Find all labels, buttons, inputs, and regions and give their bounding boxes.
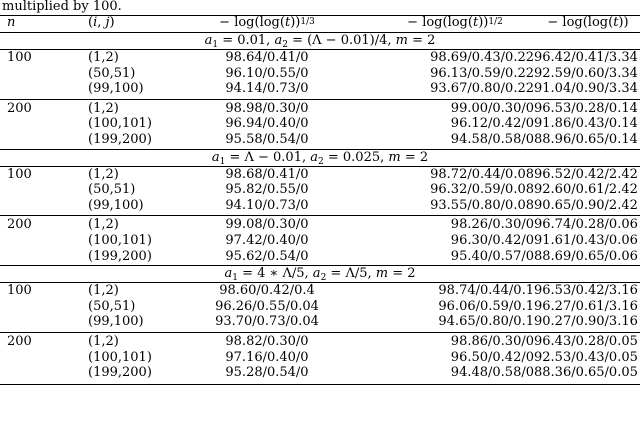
group-caption: a1 = 4 ∗ Λ/5, a2 = Λ/5, m = 2 <box>224 266 416 284</box>
pair-ij: (50,51) <box>88 298 136 314</box>
pair-ij: (100,101) <box>88 116 152 132</box>
header-col-3: − log(log(t)) <box>547 15 629 30</box>
value-col-1: 96.10/0.55/0 <box>225 65 309 81</box>
value-col-1: 98.64/0.41/0 <box>225 50 309 65</box>
group-caption-rule <box>0 49 640 50</box>
value-col-2: 94.65/0.80/0.1 <box>438 314 534 330</box>
pair-ij: (99,100) <box>88 81 144 97</box>
value-col-3: 88.96/0.65/0.14 <box>534 132 638 147</box>
value-col-3: 96.42/0.41/3.34 <box>534 50 638 65</box>
value-col-3: 92.59/0.60/3.34 <box>534 65 638 81</box>
group-caption-rule <box>0 165 640 167</box>
value-col-2: 99.00/0.30/0 <box>450 100 534 116</box>
group-caption: a1 = 0.01, a2 = (Λ − 0.01)/4, m = 2 <box>204 33 436 50</box>
value-col-2: 96.30/0.42/0 <box>450 233 534 248</box>
value-col-3: 96.74/0.28/0.06 <box>534 217 638 233</box>
value-col-1: 98.98/0.30/0 <box>225 100 309 116</box>
sample-size-n: 100 <box>7 166 32 182</box>
value-col-2: 95.40/0.57/0 <box>450 248 534 264</box>
pair-ij: (1,2) <box>88 50 119 65</box>
value-col-1: 94.10/0.73/0 <box>225 197 309 213</box>
pair-ij: (1,2) <box>88 283 119 299</box>
value-col-3: 96.43/0.28/0.05 <box>534 334 638 349</box>
value-col-2: 94.58/0.58/0 <box>450 132 534 147</box>
value-col-3: 90.65/0.90/2.42 <box>534 197 638 213</box>
value-col-3: 96.53/0.42/3.16 <box>534 283 638 299</box>
value-col-2: 96.13/0.59/0.22 <box>430 65 534 81</box>
value-col-1: 97.16/0.40/0 <box>225 349 309 365</box>
value-col-1: 95.82/0.55/0 <box>225 182 309 198</box>
value-col-3: 91.86/0.43/0.14 <box>534 116 638 132</box>
header-bottom-rule <box>0 32 640 33</box>
group-caption: a1 = Λ − 0.01, a2 = 0.025, m = 2 <box>211 149 429 167</box>
value-col-1: 93.70/0.73/0.04 <box>215 314 319 330</box>
pair-ij: (99,100) <box>88 314 144 330</box>
value-col-1: 95.58/0.54/0 <box>225 132 309 147</box>
table-top-rule <box>0 15 640 16</box>
value-col-2: 98.72/0.44/0.08 <box>430 166 534 182</box>
pair-ij: (199,200) <box>88 365 152 381</box>
value-col-1: 95.62/0.54/0 <box>225 248 309 264</box>
value-col-2: 98.26/0.30/0 <box>450 217 534 233</box>
sample-size-n: 100 <box>7 50 32 65</box>
block-separator-rule <box>0 98 640 100</box>
value-col-3: 96.53/0.28/0.14 <box>534 100 638 116</box>
value-col-3: 92.53/0.43/0.05 <box>534 349 638 365</box>
value-col-2: 94.48/0.58/0 <box>450 365 534 381</box>
header-n: n <box>7 15 16 30</box>
value-col-1: 99.08/0.30/0 <box>225 217 309 233</box>
header-ij: (i, j) <box>88 15 115 30</box>
pair-ij: (50,51) <box>88 182 136 198</box>
pair-ij: (100,101) <box>88 349 152 365</box>
value-col-1: 98.82/0.30/0 <box>225 334 309 349</box>
block-separator-rule <box>0 215 640 217</box>
block-separator-rule <box>0 332 640 333</box>
value-col-1: 94.14/0.73/0 <box>225 81 309 97</box>
value-col-2: 98.86/0.30/0 <box>450 334 534 349</box>
value-col-3: 96.27/0.61/3.16 <box>534 298 638 314</box>
table-caption-tail: multiplied by 100. <box>2 0 122 14</box>
group-caption-rule <box>0 282 640 284</box>
value-col-3: 88.36/0.65/0.05 <box>534 365 638 381</box>
pair-ij: (1,2) <box>88 334 119 349</box>
group-bottom-rule <box>0 148 640 150</box>
value-col-3: 91.61/0.43/0.06 <box>534 233 638 248</box>
value-col-2: 98.69/0.43/0.22 <box>430 50 534 65</box>
table-bottom-rule <box>0 383 640 385</box>
value-col-2: 93.55/0.80/0.08 <box>430 197 534 213</box>
value-col-2: 98.74/0.44/0.1 <box>438 283 534 299</box>
value-col-2: 96.06/0.59/0.1 <box>438 298 534 314</box>
value-col-3: 90.27/0.90/3.16 <box>534 314 638 330</box>
pair-ij: (50,51) <box>88 65 136 81</box>
sample-size-n: 100 <box>7 283 32 299</box>
pair-ij: (1,2) <box>88 100 119 116</box>
value-col-3: 96.52/0.42/2.42 <box>534 166 638 182</box>
pair-ij: (1,2) <box>88 166 119 182</box>
value-col-3: 88.69/0.65/0.06 <box>534 248 638 264</box>
sample-size-n: 200 <box>7 100 32 116</box>
group-bottom-rule <box>0 265 640 267</box>
pair-ij: (99,100) <box>88 197 144 213</box>
sample-size-n: 200 <box>7 334 32 349</box>
pair-ij: (1,2) <box>88 217 119 233</box>
value-col-2: 96.12/0.42/0 <box>450 116 534 132</box>
value-col-1: 97.42/0.40/0 <box>225 233 309 248</box>
value-col-2: 96.50/0.42/0 <box>450 349 534 365</box>
value-col-3: 92.60/0.61/2.42 <box>534 182 638 198</box>
value-col-1: 95.28/0.54/0 <box>225 365 309 381</box>
value-col-1: 98.60/0.42/0.4 <box>219 283 315 299</box>
value-col-2: 93.67/0.80/0.22 <box>430 81 534 97</box>
header-col-1: − log(log(t))1/3 <box>219 15 315 30</box>
value-col-2: 96.32/0.59/0.08 <box>430 182 534 198</box>
pair-ij: (199,200) <box>88 248 152 264</box>
value-col-1: 98.68/0.41/0 <box>225 166 309 182</box>
value-col-1: 96.94/0.40/0 <box>225 116 309 132</box>
pair-ij: (100,101) <box>88 233 152 248</box>
pair-ij: (199,200) <box>88 132 152 147</box>
header-col-2: − log(log(t))1/2 <box>407 15 503 30</box>
sample-size-n: 200 <box>7 217 32 233</box>
value-col-1: 96.26/0.55/0.04 <box>215 298 319 314</box>
value-col-3: 91.04/0.90/3.34 <box>534 81 638 97</box>
